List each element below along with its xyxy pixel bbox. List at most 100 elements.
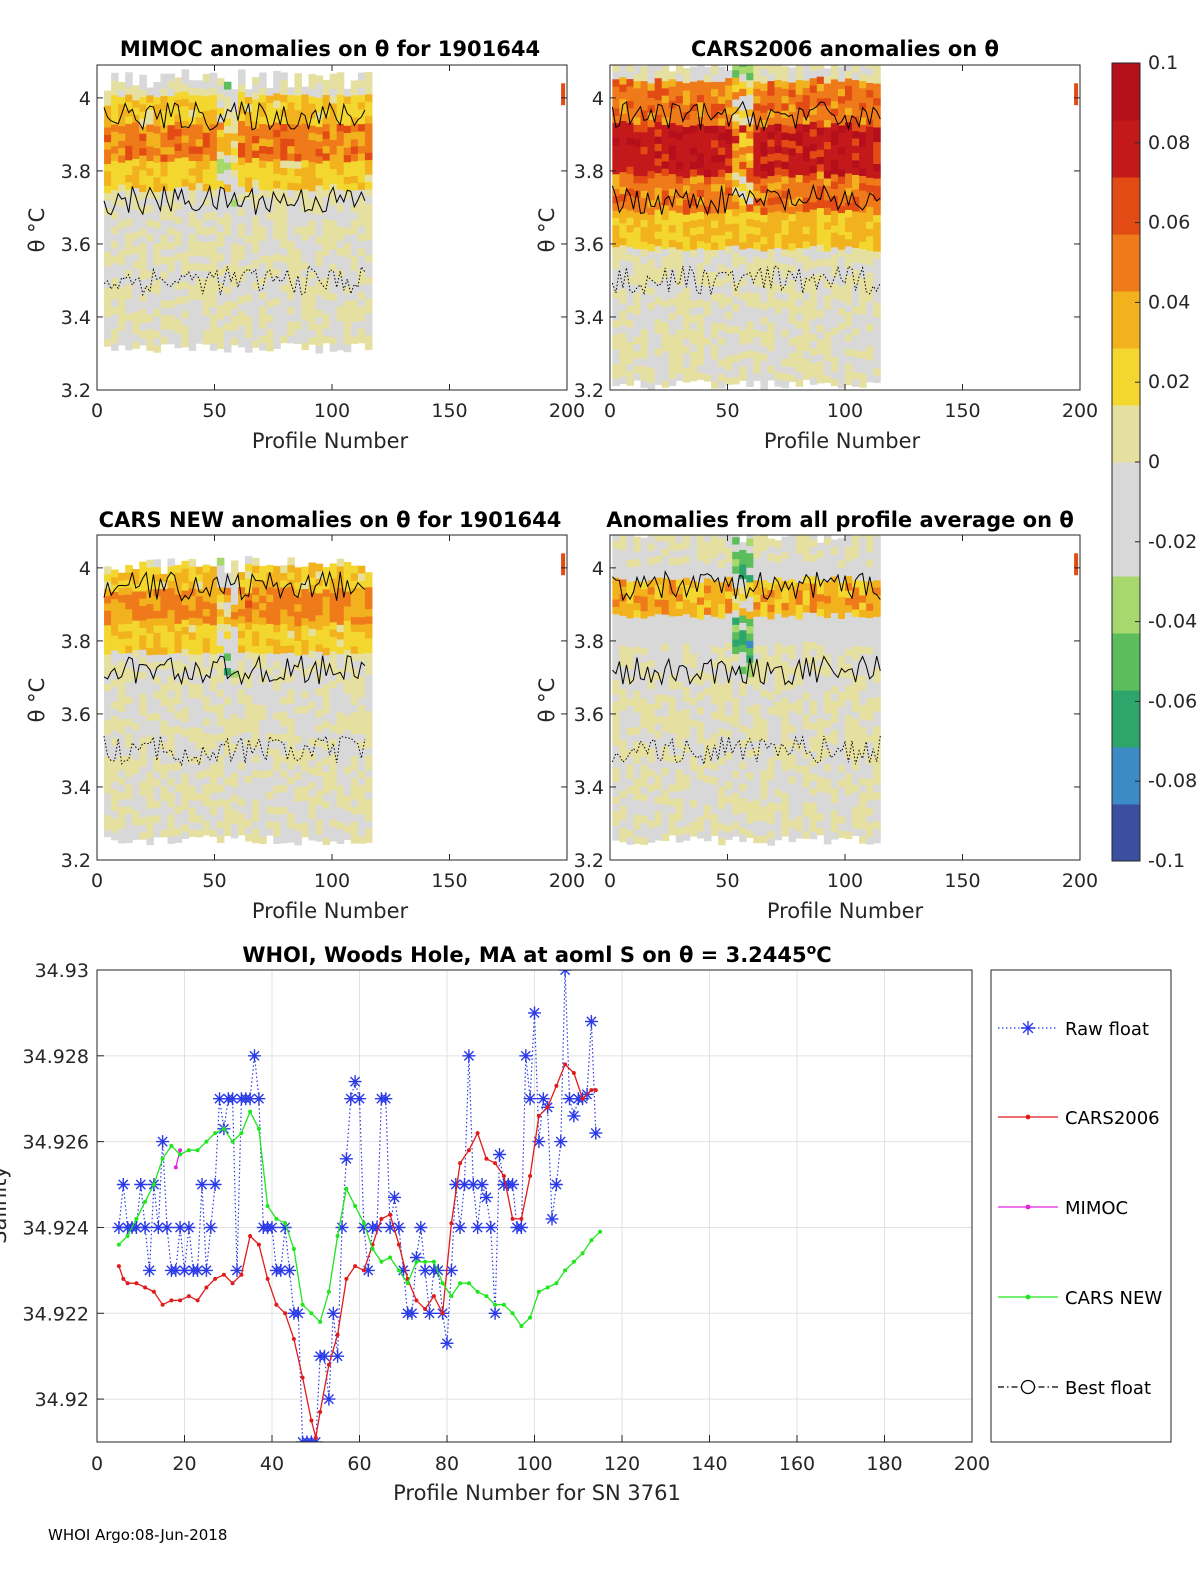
- heatmap-cell: [301, 115, 309, 124]
- heatmap-cell: [830, 356, 839, 365]
- heatmap-cell: [294, 328, 302, 337]
- heatmap-cell: [350, 175, 359, 184]
- heatmap-cell: [661, 687, 670, 695]
- heatmap-cell: [230, 684, 239, 693]
- heatmap-cell: [816, 90, 825, 99]
- heatmap-cell: [668, 86, 677, 94]
- heatmap-cell: [830, 224, 839, 233]
- heatmap-cell: [781, 183, 790, 192]
- heatmap-cell: [259, 109, 267, 117]
- heatmap-cell: [357, 689, 366, 698]
- heatmap-cell: [104, 243, 112, 252]
- heatmap-cell: [626, 180, 634, 189]
- heatmap-cell: [181, 295, 190, 304]
- heatmap-cell: [746, 364, 754, 373]
- heatmap-cell: [223, 118, 232, 127]
- heatmap-cell: [245, 702, 253, 711]
- heatmap-cell: [647, 177, 656, 186]
- heatmap-cell: [223, 169, 232, 178]
- heatmap-cell: [266, 689, 274, 697]
- heatmap-cell: [619, 615, 627, 624]
- heatmap-cell: [837, 256, 846, 265]
- heatmap-cell: [626, 829, 634, 838]
- heatmap-cell: [668, 652, 677, 661]
- heatmap-cell: [259, 712, 267, 720]
- heatmap-cell: [308, 781, 317, 790]
- heatmap-cell: [132, 333, 140, 342]
- heatmap-cell: [209, 87, 218, 96]
- heatmap-cell: [188, 668, 197, 677]
- heatmap-cell: [675, 373, 684, 381]
- heatmap-cell: [209, 588, 218, 597]
- heatmap-cell: [668, 283, 677, 292]
- heatmap-cell: [181, 98, 190, 107]
- heatmap-cell: [188, 573, 197, 582]
- heatmap-cell: [774, 327, 783, 336]
- heatmap-cell: [336, 828, 345, 837]
- heatmap-cell: [315, 258, 324, 266]
- heatmap-cell: [661, 139, 670, 147]
- heatmap-cell: [845, 85, 853, 94]
- heatmap-cell: [626, 85, 634, 94]
- heatmap-cell: [230, 249, 239, 258]
- heatmap-cell: [301, 167, 309, 175]
- heatmap-cell: [280, 101, 288, 110]
- heatmap-cell: [802, 240, 811, 249]
- heatmap-cell: [357, 755, 366, 764]
- heatmap-cell: [696, 357, 705, 366]
- heatmap-cell: [174, 813, 183, 822]
- heatmap-cell: [287, 87, 295, 96]
- heatmap-cell: [612, 181, 620, 189]
- heatmap-cell: [104, 683, 112, 692]
- heatmap-cell: [230, 118, 239, 127]
- heatmap-cell: [739, 373, 747, 381]
- heatmap-cell: [245, 271, 253, 280]
- heatmap-cell: [837, 241, 846, 250]
- heatmap-cell: [104, 778, 112, 787]
- heatmap-cell: [132, 297, 140, 305]
- heatmap-cell: [837, 219, 846, 228]
- heatmap-cell: [852, 254, 860, 263]
- heatmap-cell: [852, 203, 860, 212]
- heatmap-cell: [104, 316, 112, 325]
- heatmap-cell: [633, 631, 642, 640]
- heatmap-cell: [160, 763, 168, 772]
- heatmap-cell: [718, 125, 726, 134]
- heatmap-cell: [181, 83, 190, 92]
- heatmap-cell: [329, 789, 338, 798]
- heatmap-cell: [315, 338, 324, 347]
- heatmap-cell: [209, 580, 218, 589]
- heatmap-cell: [873, 119, 881, 128]
- heatmap-cell: [732, 369, 740, 378]
- heatmap-cell: [125, 813, 133, 822]
- heatmap-cell: [343, 125, 352, 134]
- heatmap-cell: [266, 226, 274, 235]
- cars-new-contour-line: [103, 654, 366, 686]
- heatmap-cell: [259, 573, 267, 582]
- heatmap-cell: [696, 269, 705, 278]
- heatmap-cell: [633, 551, 642, 560]
- heatmap-cell: [174, 645, 183, 654]
- heatmap-cell: [837, 344, 846, 352]
- heatmap-cell: [273, 639, 281, 647]
- heatmap-cell: [364, 203, 373, 212]
- heatmap-cell: [802, 138, 811, 147]
- heatmap-cell: [753, 212, 761, 221]
- heatmap-cell: [364, 254, 373, 263]
- heatmap-cell: [167, 219, 176, 228]
- heatmap-cell: [633, 255, 642, 264]
- heatmap-cell: [259, 87, 267, 95]
- heatmap-cell: [668, 363, 677, 372]
- heatmap-cell: [132, 304, 140, 313]
- heatmap-cell: [181, 288, 190, 297]
- heatmap-cell: [619, 754, 627, 762]
- heatmap-cell: [230, 713, 239, 722]
- heatmap-cell: [223, 631, 232, 639]
- heatmap-cell: [104, 141, 112, 150]
- heatmap-cell: [202, 601, 211, 609]
- heatmap-cell: [364, 762, 373, 770]
- heatmap-cell: [238, 157, 246, 165]
- heatmap-cell: [216, 718, 225, 727]
- heatmap-cell: [280, 291, 288, 300]
- heatmap-cell: [146, 669, 154, 678]
